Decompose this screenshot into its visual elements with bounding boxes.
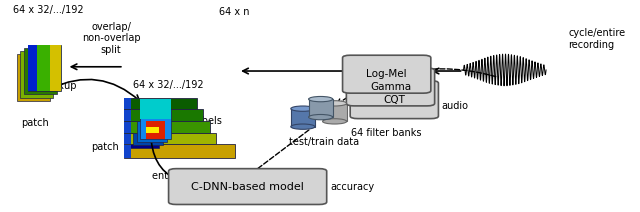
FancyBboxPatch shape	[168, 169, 326, 204]
Ellipse shape	[323, 101, 347, 106]
FancyBboxPatch shape	[346, 68, 435, 106]
Bar	[28, 45, 37, 91]
Bar	[124, 132, 131, 144]
Text: 64 x n: 64 x n	[219, 7, 250, 17]
Bar	[28, 45, 61, 91]
Ellipse shape	[308, 114, 333, 120]
Text: test/train data: test/train data	[289, 137, 359, 147]
Bar	[20, 51, 53, 98]
Text: entire spectrogram: entire spectrogram	[152, 171, 246, 181]
Bar	[124, 109, 131, 121]
Bar	[291, 109, 315, 127]
Bar	[124, 144, 235, 158]
Bar	[323, 103, 347, 121]
Bar	[51, 45, 61, 91]
Bar	[308, 99, 333, 117]
Bar	[140, 99, 171, 139]
Bar	[147, 121, 164, 139]
Ellipse shape	[323, 119, 347, 124]
Bar	[136, 102, 167, 142]
Bar	[24, 48, 57, 94]
Bar	[132, 105, 163, 145]
Text: CQT: CQT	[383, 95, 405, 105]
Text: patch: patch	[91, 142, 118, 152]
Text: 64 filter banks: 64 filter banks	[351, 127, 421, 138]
Text: Gamma: Gamma	[370, 82, 411, 92]
Text: cycle/entire
recording: cycle/entire recording	[568, 28, 625, 50]
Text: overlap/
non-overlap
split: overlap/ non-overlap split	[82, 22, 140, 55]
Text: audio: audio	[442, 101, 468, 111]
Text: 64 x 32/.../192: 64 x 32/.../192	[133, 80, 204, 90]
Ellipse shape	[308, 96, 333, 102]
Text: labels: labels	[193, 116, 222, 126]
Ellipse shape	[291, 106, 315, 111]
Bar	[129, 108, 159, 148]
Bar	[17, 54, 49, 101]
Bar	[124, 121, 131, 132]
Bar	[124, 132, 216, 144]
Bar	[124, 144, 131, 158]
Bar	[124, 98, 197, 109]
Text: 64 x 32/.../192: 64 x 32/.../192	[13, 4, 83, 15]
Text: mixup: mixup	[45, 81, 76, 91]
Text: C-DNN-based model: C-DNN-based model	[191, 181, 304, 192]
Text: patch: patch	[21, 118, 49, 128]
Bar	[140, 99, 171, 119]
Text: Log-Mel: Log-Mel	[366, 69, 407, 79]
FancyBboxPatch shape	[342, 55, 431, 93]
Ellipse shape	[291, 124, 315, 129]
Bar	[124, 109, 203, 121]
Bar	[124, 98, 131, 109]
Text: accuracy: accuracy	[330, 181, 374, 192]
Bar	[37, 45, 51, 91]
Bar	[147, 127, 159, 133]
Bar	[124, 121, 209, 132]
FancyBboxPatch shape	[350, 81, 438, 119]
